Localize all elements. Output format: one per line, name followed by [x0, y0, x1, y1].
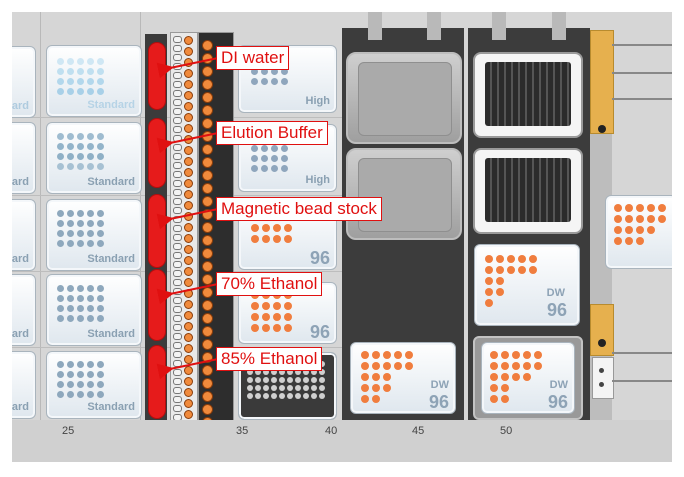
clamp-screw-icon [598, 125, 606, 133]
plate-label: ndard [12, 328, 29, 340]
reagent-trough-70-ethanol[interactable] [148, 269, 166, 341]
rail-hole-icon [599, 382, 604, 387]
plate-label: 96 [309, 322, 330, 342]
plate-label: Standard [87, 99, 135, 111]
dw96-plate[interactable]: DW 96 [474, 244, 580, 326]
plate-label: Standard [87, 253, 135, 265]
dw96-plate: DW 96 [481, 342, 575, 414]
rail-block [592, 357, 614, 399]
callout-70-ethanol: 70% Ethanol [216, 272, 323, 296]
plate-label: High [305, 95, 330, 107]
standard-plate[interactable]: Standard [46, 351, 142, 419]
rail-wire [612, 98, 672, 100]
clamp-screw-icon [598, 339, 606, 347]
dw96-plate-shaker[interactable]: DW 96 [473, 336, 583, 420]
plate-label-96: 96 [428, 392, 449, 412]
well-grid [485, 255, 537, 307]
deck-gridline [40, 12, 41, 437]
well-grid [57, 285, 104, 322]
rail-wire [612, 380, 672, 382]
rail-wire [612, 72, 672, 74]
callout-85-ethanol: 85% Ethanol [216, 347, 323, 371]
callout-di-water: DI water [216, 46, 290, 70]
plate-label-dw: DW [546, 287, 565, 299]
standard-plate[interactable]: Standard [46, 199, 142, 271]
plate-label-dw: DW [430, 379, 449, 391]
plate-label: ndard [12, 253, 29, 265]
arrow-70-ethanol [156, 283, 219, 305]
rail-hole-icon [599, 368, 604, 373]
plate-label: Standard [87, 328, 135, 340]
position-axis [12, 420, 672, 462]
dw96-plate-gripper[interactable] [605, 195, 672, 269]
axis-tick-label: 25 [62, 425, 75, 437]
pcr-well-area [485, 62, 571, 126]
plate-label-dw: DW [549, 379, 568, 391]
rail-wire [612, 44, 672, 46]
well-grid [57, 133, 104, 170]
magnet-plate[interactable] [346, 148, 462, 240]
standard-plate[interactable]: Standard [46, 274, 142, 346]
magnet-plate[interactable] [346, 52, 462, 144]
callout-magnetic-bead-stock: Magnetic bead stock [216, 197, 382, 221]
plate-label: Standard [87, 401, 135, 413]
standard-plate[interactable]: Standard [46, 122, 142, 194]
magnet-plate-bed [358, 62, 452, 136]
axis-tick-label: 45 [412, 425, 425, 437]
standard-plate-partial[interactable]: ndard [12, 46, 36, 118]
panel-post [427, 12, 441, 40]
well-grid [57, 58, 104, 95]
well-grid [361, 351, 413, 403]
pcr-well-area [485, 158, 571, 222]
plate-label: ndard [12, 176, 29, 188]
plate-label-96: 96 [546, 300, 567, 320]
well-grid [614, 204, 666, 245]
well-grid [57, 210, 104, 247]
axis-tick-label: 40 [325, 425, 338, 437]
gold-clamp-top[interactable] [590, 30, 614, 134]
panel-post [368, 12, 382, 40]
plate-label: ndard [12, 401, 29, 413]
plate-label: High [305, 174, 330, 186]
panel-post [492, 12, 506, 40]
dw96-plate[interactable]: DW 96 [350, 342, 456, 414]
standard-plate[interactable]: Standard [46, 45, 142, 117]
arrow-85-ethanol [156, 358, 219, 380]
reagent-trough-magnetic-beads[interactable] [148, 194, 166, 268]
callout-elution-buffer: Elution Buffer [216, 121, 328, 145]
pcr-plate-black[interactable] [473, 52, 583, 138]
panel-post [552, 12, 566, 40]
reagent-trough-85-ethanol[interactable] [148, 345, 166, 419]
arrow-di-water [156, 57, 219, 79]
plate-label: 96 [309, 248, 330, 268]
standard-plate-partial[interactable]: ndard [12, 351, 36, 419]
arrow-elution-buffer [156, 132, 219, 154]
axis-tick-label: 35 [236, 425, 249, 437]
gold-clamp-bottom[interactable] [590, 304, 614, 356]
plate-label: ndard [12, 100, 29, 112]
arrow-magnetic-bead [156, 208, 219, 230]
rail-wire [612, 352, 672, 354]
well-grid [490, 351, 542, 403]
plate-label-96: 96 [547, 392, 568, 412]
standard-plate-partial[interactable]: ndard [12, 122, 36, 194]
standard-plate-partial[interactable]: ndard [12, 199, 36, 271]
pcr-plate-black[interactable] [473, 148, 583, 234]
axis-tick-label: 50 [500, 425, 513, 437]
standard-plate-partial[interactable]: ndard [12, 274, 36, 346]
well-grid [57, 361, 104, 398]
plate-label: Standard [87, 176, 135, 188]
